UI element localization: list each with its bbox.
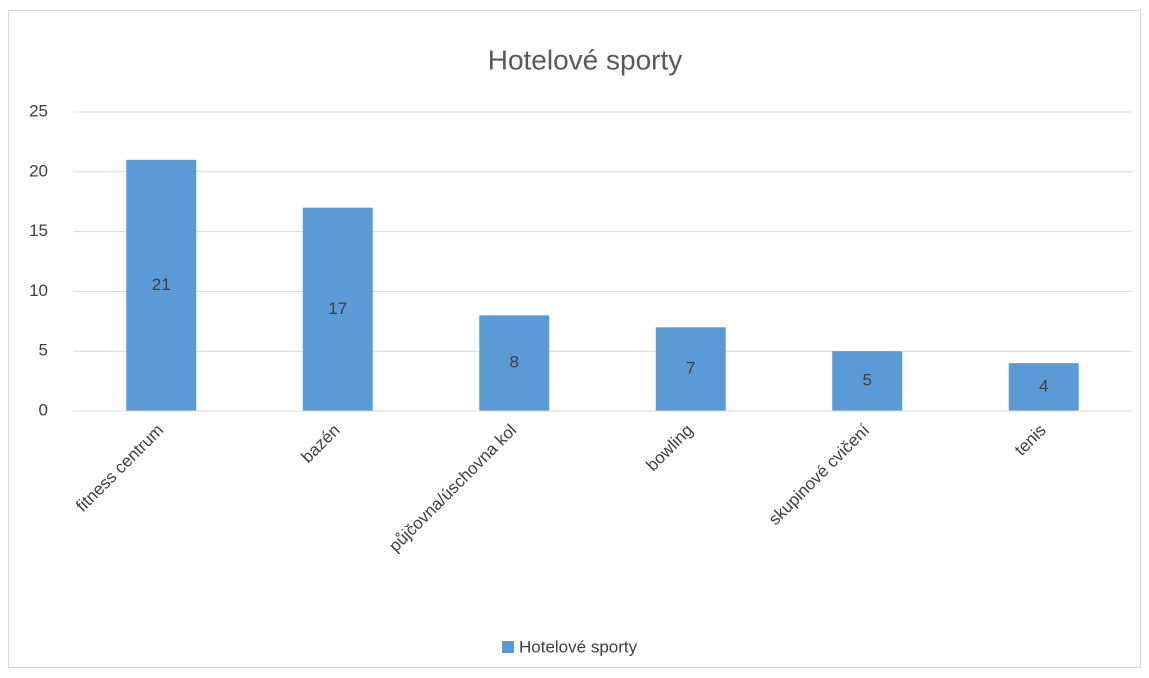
- data-label: 8: [510, 353, 519, 372]
- bar: [832, 351, 903, 411]
- bar: [1008, 363, 1079, 411]
- data-label: 7: [686, 359, 695, 378]
- y-tick-label: 25: [29, 101, 48, 120]
- y-tick-label: 20: [29, 161, 48, 180]
- bar: [302, 207, 373, 411]
- legend-label: Hotelové sporty: [519, 637, 638, 656]
- bar: [126, 159, 197, 411]
- bar: [655, 327, 726, 411]
- bar: [479, 315, 550, 411]
- chart-border: [8, 10, 1141, 668]
- y-tick-label: 10: [29, 281, 48, 300]
- data-label: 4: [1039, 377, 1048, 396]
- y-tick-label: 15: [29, 221, 48, 240]
- legend-swatch: [502, 641, 514, 653]
- y-tick-label: 0: [39, 400, 48, 419]
- data-label: 21: [152, 275, 171, 294]
- data-label: 17: [328, 299, 347, 318]
- chart-title: Hotelové sporty: [488, 44, 683, 75]
- data-label: 5: [863, 371, 872, 390]
- y-tick-label: 5: [39, 341, 48, 360]
